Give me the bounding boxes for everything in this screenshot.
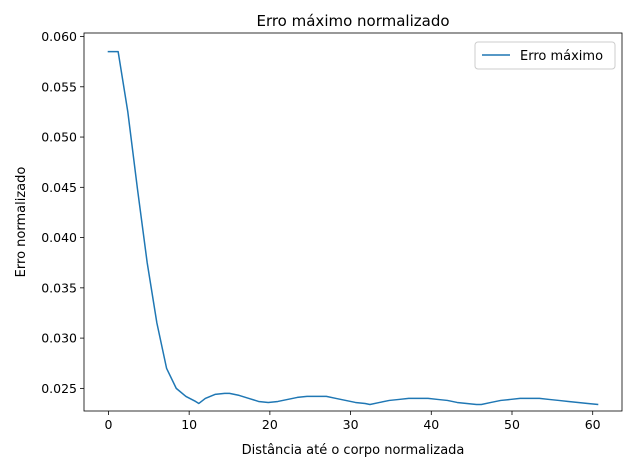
series-line-erro-maximo: [107, 50, 599, 406]
y-tick-label: 0.030: [41, 331, 77, 346]
legend-box: [474, 41, 616, 70]
y-tick-label: 0.035: [41, 280, 77, 295]
y-tick-label: 0.040: [41, 230, 77, 245]
x-tick-label: 50: [504, 417, 520, 432]
axes-spines: [83, 32, 623, 412]
y-tick-label: 0.060: [41, 29, 77, 44]
y-tick-label: 0.050: [41, 130, 77, 145]
axes-border: [83, 32, 623, 412]
x-tick-label: 30: [343, 417, 359, 432]
x-tick-label: 40: [423, 417, 439, 432]
x-tick-label: 20: [262, 417, 278, 432]
legend-label: Erro máximo: [520, 49, 603, 64]
chart-title: Erro máximo normalizado: [256, 12, 449, 30]
x-tick-label: 10: [181, 417, 197, 432]
legend: Erro máximo: [474, 41, 616, 70]
x-axis: 0 10 20 30 40 50 60: [104, 411, 601, 432]
y-tick-label: 0.055: [41, 79, 77, 94]
y-tick-label: 0.045: [41, 180, 77, 195]
plot-area: [84, 33, 622, 411]
y-tick-label: 0.025: [41, 381, 77, 396]
y-axis: 0.025 0.030 0.035 0.040 0.045 0.050 0.055 0.060: [41, 29, 84, 396]
y-axis-label: Erro normalizado: [14, 167, 29, 278]
plot-frame: [84, 33, 622, 411]
x-tick-label: 0: [104, 417, 112, 432]
x-axis-label: Distância até o corpo normalizada: [242, 443, 465, 458]
x-tick-label: 60: [585, 417, 601, 432]
